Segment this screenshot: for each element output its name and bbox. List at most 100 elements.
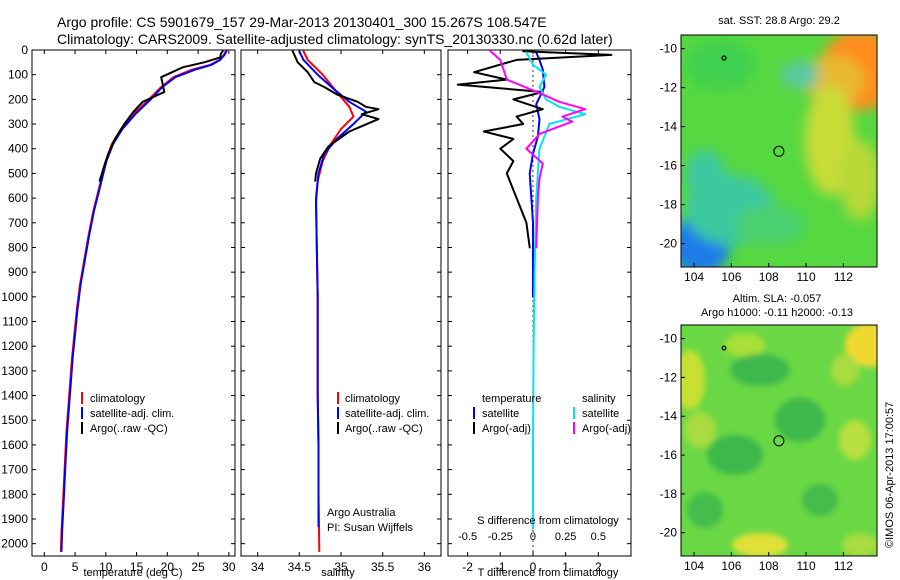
series-line-satellite-adj-clim- (60, 50, 228, 553)
sla-map-panel: Altim. SLA: -0.057 Argo h1000: -0.11 h20… (660, 293, 878, 573)
x-tick-label: -2 (462, 560, 473, 574)
map-y-tick-label: -10 (660, 42, 678, 56)
y-tick-label: 400 (8, 142, 28, 156)
s-tick-label: -0.25 (488, 531, 513, 543)
x-tick-label: 0 (530, 560, 537, 574)
legend-argo-label: Argo(..raw -QC) (90, 423, 168, 435)
y-tick-label: 1700 (1, 463, 28, 477)
series-line-satellite-adj-clim- (298, 50, 367, 528)
y-tick-label: 1300 (1, 364, 28, 378)
map-y-tick-label: -14 (660, 120, 678, 134)
y-tick-label: 700 (8, 216, 28, 230)
legend-argo-label: Argo(..raw -QC) (345, 423, 423, 435)
map-x-tick-label: 104 (684, 270, 704, 284)
y-tick-label: 1200 (1, 339, 28, 353)
legend-satellite-label: satellite-adj. clim. (345, 408, 429, 420)
series-line-salinity-satellite (525, 51, 587, 530)
map-y-tick-label: -18 (660, 198, 678, 212)
sst-map-ticks: 104 106 108 110 112 -10 -12 -14 -16 -18 -20 (660, 42, 854, 284)
sla-map-title-line-2: Argo h1000: -0.11 h2000: -0.13 (701, 307, 853, 319)
x-tick-label: -1 (495, 560, 506, 574)
legend-satellite-label: satellite-adj. clim. (90, 408, 174, 420)
salinity-axes-frame (240, 49, 442, 557)
map-x-tick-label: 106 (721, 559, 741, 573)
sla-map-title-line-1: Altim. SLA: -0.057 (733, 293, 822, 305)
x-tick-label: 10 (99, 560, 113, 574)
salinity-ticks: 34 34.5 35 35.5 36 (241, 49, 441, 574)
map-y-tick-label: -18 (660, 487, 678, 501)
legend-temp-satellite-label: satellite (482, 408, 519, 420)
map-x-tick-label: 112 (834, 270, 853, 284)
sla-map-field (681, 325, 877, 556)
map-y-tick-label: -12 (660, 370, 678, 384)
map-y-tick-label: -20 (660, 237, 678, 251)
x-tick-label: 34 (251, 560, 265, 574)
t-difference-xlabel: T difference from climatology (478, 567, 619, 579)
map-x-tick-label: 106 (721, 270, 741, 284)
sla-map-argo-position (773, 435, 785, 447)
y-tick-label: 1100 (2, 315, 28, 329)
y-tick-label: 0 (21, 43, 28, 57)
s-difference-label: S difference from climatology (477, 515, 619, 527)
series-line-temperature-argo-adj- (456, 50, 613, 249)
x-tick-label: 36 (418, 560, 432, 574)
x-tick-label: 15 (130, 560, 144, 574)
x-tick-label: 20 (161, 560, 175, 574)
legend-salinity-head: salinity (582, 393, 616, 405)
legend-sal-satellite-label: satellite (582, 408, 619, 420)
difference-legend: temperature salinity satellite Argo(-adj… (473, 393, 631, 435)
map-x-tick-label: 110 (796, 559, 815, 573)
series-line-temperature-satellite (528, 51, 546, 298)
figure-title-line-2: Climatology: CARS2009. Satellite-adjuste… (57, 31, 613, 47)
series-line-argo-raw-qc- (291, 50, 380, 182)
legend-sal-argo-label: Argo(-adj) (582, 423, 631, 435)
salinity-xlabel: salinity (321, 567, 355, 579)
salinity-series (291, 50, 380, 553)
y-tick-label: 1900 (1, 512, 28, 526)
legend-climatology-label: climatology (345, 393, 401, 405)
y-tick-label: 1400 (1, 389, 28, 403)
series-line-climatology (302, 50, 355, 553)
temperature-ticks: 0100200300400500600700800900100011001200… (1, 43, 236, 574)
imos-timestamp: ©IMOS 06-Apr-2013 17:00:57 (884, 402, 896, 548)
y-tick-label: 200 (8, 92, 28, 106)
legend-climatology-label: climatology (90, 393, 146, 405)
map-y-tick-label: -16 (660, 159, 678, 173)
x-tick-label: 0 (41, 560, 48, 574)
sla-map-ticks: 104 106 108 110 112 -10 -12 -14 -16 -18 -20 (660, 332, 854, 573)
map-y-tick-label: -16 (660, 448, 678, 462)
map-y-tick-label: -14 (660, 409, 678, 423)
sst-map-marker-small (721, 55, 727, 61)
credit-line-2: PI: Susan Wijffels (327, 522, 413, 534)
y-tick-label: 300 (8, 117, 28, 131)
sst-map-argo-position (773, 145, 785, 157)
x-tick-label: 30 (222, 560, 236, 574)
y-tick-label: 800 (8, 240, 28, 254)
map-y-tick-label: -20 (660, 526, 678, 540)
y-tick-label: 1800 (1, 487, 28, 501)
sst-map-field (681, 35, 877, 267)
y-tick-label: 1500 (1, 413, 28, 427)
map-x-tick-label: 104 (684, 559, 704, 573)
temperature-series (59, 50, 228, 553)
figure-title-line-1: Argo profile: CS 5901679_157 29-Mar-2013… (57, 14, 547, 30)
temperature-xlabel: temperature (deg C) (83, 567, 182, 579)
sst-map-frame (680, 34, 878, 268)
series-line-salinity-argo-adj- (489, 50, 587, 249)
s-tick-label: 0.25 (555, 531, 576, 543)
sst-map-title: sat. SST: 28.8 Argo: 29.2 (718, 15, 840, 27)
y-tick-label: 1600 (1, 438, 28, 452)
sla-map-marker-small (721, 345, 727, 351)
salinity-panel: 34 34.5 35 35.5 36 climatology satellite-adj… (240, 49, 442, 579)
map-x-tick-label: 108 (759, 270, 779, 284)
temperature-axes-frame (31, 49, 236, 557)
s-tick-label: -0.5 (458, 531, 477, 543)
salinity-legend: climatology satellite-adj. clim. Argo(..… (337, 392, 429, 435)
x-tick-label: 1 (562, 560, 569, 574)
temperature-panel: 0100200300400500600700800900100011001200… (1, 43, 236, 579)
x-tick-label: 34.5 (288, 560, 312, 574)
y-tick-label: 500 (8, 166, 28, 180)
x-tick-label: 5 (72, 560, 79, 574)
temperature-legend: climatology satellite-adj. clim. Argo(..… (81, 392, 174, 435)
